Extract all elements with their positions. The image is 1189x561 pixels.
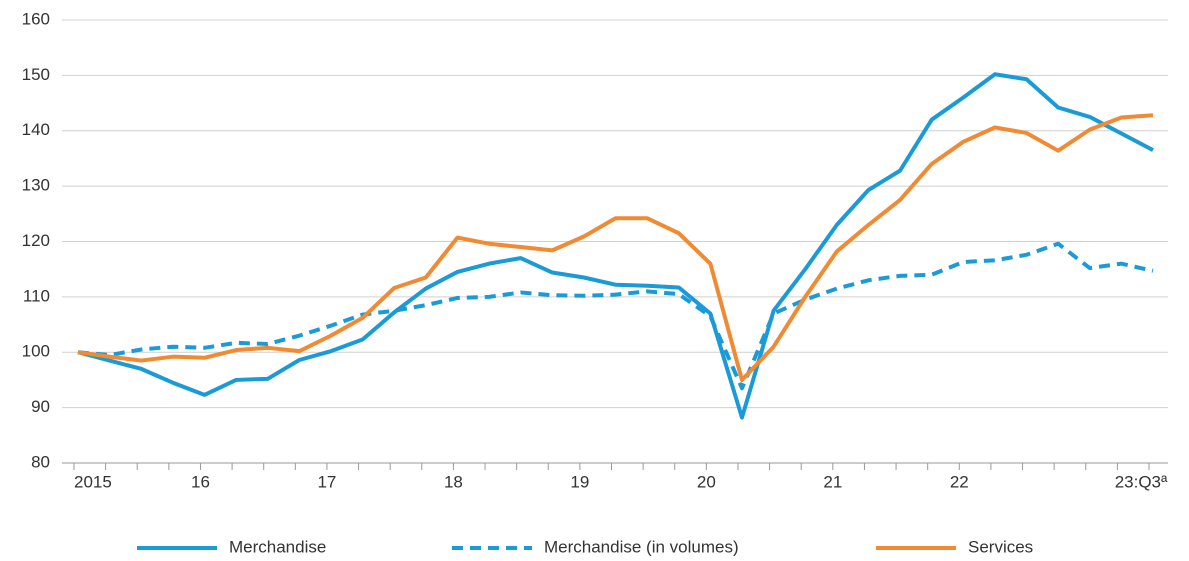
legend-label: Services [968, 537, 1033, 556]
y-tick-label: 100 [22, 342, 50, 361]
x-tick-label: 17 [317, 472, 336, 491]
y-tick-label: 130 [22, 176, 50, 195]
x-tick-label: 23:Q3ª [1115, 472, 1168, 491]
y-tick-label: 80 [31, 452, 50, 471]
y-tick-label: 140 [22, 120, 50, 139]
legend-label: Merchandise [229, 537, 326, 556]
y-tick-label: 120 [22, 231, 50, 250]
x-tick-label: 20 [697, 472, 716, 491]
x-tick-label: 2015 [74, 472, 112, 491]
y-tick-label: 150 [22, 65, 50, 84]
x-tick-label: 22 [950, 472, 969, 491]
x-tick-label: 18 [444, 472, 463, 491]
y-tick-label: 160 [22, 9, 50, 28]
data-line [77, 113, 1154, 382]
y-tick-label: 90 [31, 397, 50, 416]
x-tick-label: 16 [191, 472, 210, 491]
data-line [77, 241, 1154, 391]
legend-label: Merchandise (in volumes) [544, 537, 739, 556]
data-line [77, 72, 1154, 420]
y-tick-label: 110 [23, 286, 50, 305]
x-tick-label: 21 [823, 472, 842, 491]
x-tick-label: 19 [570, 472, 589, 491]
